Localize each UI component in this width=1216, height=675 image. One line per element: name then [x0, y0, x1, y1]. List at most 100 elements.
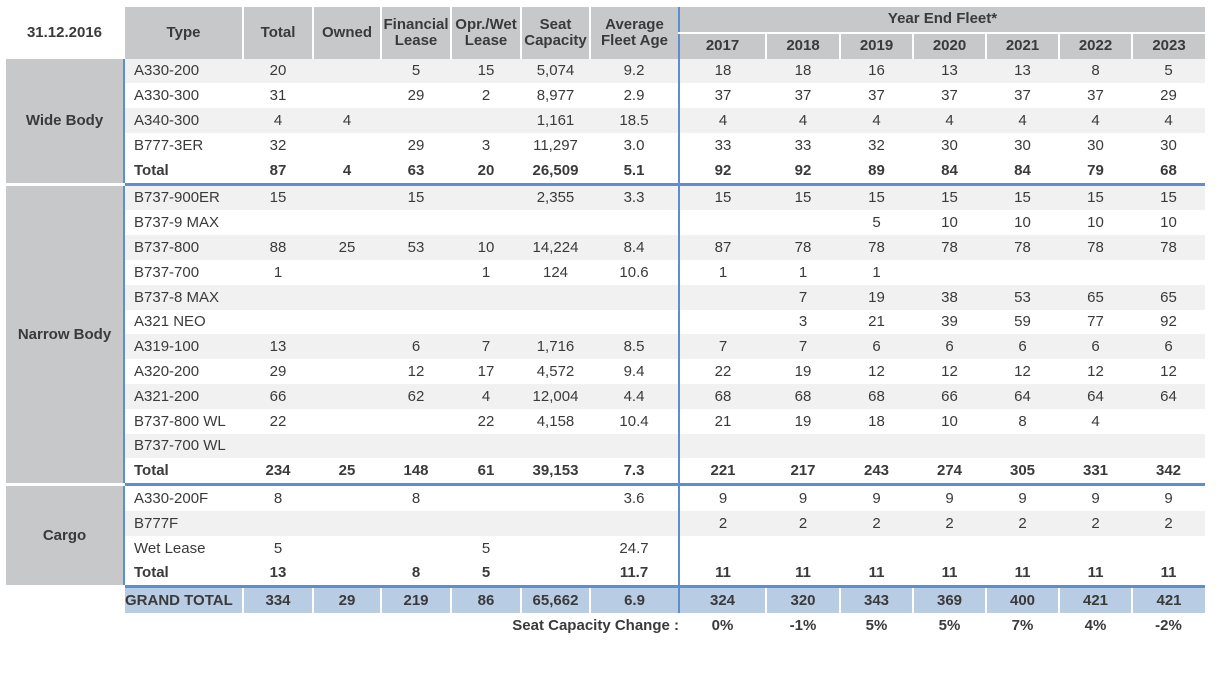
cell-y2017: 4 [678, 108, 766, 133]
cell-y2023 [1132, 259, 1205, 285]
cell-y2020: 4 [913, 108, 986, 133]
cell-average-fleet-age: 7.3 [590, 458, 679, 487]
seat-capacity-change-row: Seat Capacity Change :0% -1% 5% 5% 7% 4% -2% [6, 613, 1205, 638]
seat-capacity-change-2017: 0% [679, 613, 766, 638]
cell-y2020: 39 [913, 309, 986, 335]
year-end-fleet-header: Year End Fleet* [678, 7, 1205, 34]
cell-opr-wet-lease: 2 [451, 83, 521, 109]
cell-total: 31 [243, 83, 313, 109]
cell-y2018: 11 [766, 560, 840, 589]
table-row: Cargo A330-200F 8 8 3.6 9 9 9 9 9 9 9 [6, 483, 1205, 589]
cell-y2022: 64 [1059, 383, 1132, 409]
table-row: B777F 2 2 2 2 2 2 2 [6, 510, 1205, 536]
cell-average-fleet-age: 10.4 [590, 408, 679, 434]
cell-financial-lease [381, 210, 451, 236]
cell-seat-capacity: 11,297 [521, 132, 590, 158]
col-owned-header: Owned [312, 7, 381, 59]
cell-owned [313, 510, 381, 536]
cell-financial-lease: 8 [381, 560, 451, 589]
cell-average-fleet-age: 3.6 [590, 483, 679, 511]
cell-y2019: 18 [840, 408, 913, 434]
cell-opr-wet-lease: 4 [451, 383, 521, 409]
cell-owned: 4 [313, 157, 381, 186]
table-row: A330-300 31 29 2 8,977 2.9 37 37 37 37 37 37 29 [6, 83, 1205, 109]
grand-total-y2017: 324 [678, 586, 766, 614]
cell-y2022: 6 [1059, 334, 1132, 360]
category-cargo: Cargo [6, 483, 124, 589]
cell-financial-lease [381, 284, 451, 310]
cell-total: 20 [243, 58, 313, 84]
cell-owned [313, 535, 381, 561]
cell-y2021: 9 [986, 483, 1059, 511]
seat-capacity-change-2023: -2% [1132, 613, 1205, 638]
cell-type: B737-700 [123, 259, 243, 285]
cell-y2017: 11 [678, 560, 766, 589]
cell-seat-capacity [521, 284, 590, 310]
cell-type: A330-300 [123, 83, 243, 109]
cell-y2020: 12 [913, 359, 986, 384]
cell-y2018: 7 [766, 284, 840, 310]
cell-seat-capacity [521, 510, 590, 536]
cell-financial-lease [381, 108, 451, 133]
cell-y2018: 2 [766, 510, 840, 536]
table-row: A321 NEO 3 21 39 59 77 92 [6, 309, 1205, 335]
grand-total-y2018: 320 [765, 586, 840, 614]
cell-y2020: 84 [913, 157, 986, 186]
cell-y2022: 2 [1059, 510, 1132, 536]
cell-y2023 [1132, 535, 1205, 561]
cell-y2019: 12 [840, 359, 913, 384]
cell-y2022: 8 [1059, 58, 1132, 84]
cell-financial-lease: 8 [381, 483, 451, 511]
cell-y2017: 21 [678, 408, 766, 434]
cell-owned [313, 359, 381, 384]
cell-seat-capacity: 2,355 [521, 182, 590, 211]
cell-y2022: 12 [1059, 359, 1132, 384]
seat-capacity-change-2021: 7% [986, 613, 1059, 638]
report-date: 31.12.2016 [6, 7, 124, 59]
cell-average-fleet-age: 9.4 [590, 359, 679, 384]
cell-y2023: 78 [1132, 235, 1205, 260]
cell-y2023: 9 [1132, 483, 1205, 511]
cell-y2021: 2 [986, 510, 1059, 536]
cell-owned [313, 433, 381, 459]
cell-seat-capacity: 14,224 [521, 235, 590, 260]
year-header-2023: 2023 [1131, 31, 1205, 59]
cell-y2021: 12 [986, 359, 1059, 384]
cell-type: B777F [123, 510, 243, 536]
cell-owned [313, 560, 381, 589]
cell-y2021: 53 [986, 284, 1059, 310]
cell-average-fleet-age: 9.2 [590, 58, 679, 84]
cell-financial-lease [381, 535, 451, 561]
cell-total: 4 [243, 108, 313, 133]
cell-y2022: 331 [1059, 458, 1132, 487]
cell-y2021: 59 [986, 309, 1059, 335]
cell-owned [313, 483, 381, 511]
cell-financial-lease [381, 408, 451, 434]
cell-y2018 [766, 210, 840, 236]
cell-y2017: 22 [678, 359, 766, 384]
cell-y2020: 38 [913, 284, 986, 310]
cell-owned [313, 383, 381, 409]
cell-y2022: 65 [1059, 284, 1132, 310]
cell-total: 234 [243, 458, 313, 487]
cell-owned [313, 334, 381, 360]
cell-y2018: 78 [766, 235, 840, 260]
cell-y2021: 305 [986, 458, 1059, 487]
cell-y2017: 15 [678, 182, 766, 211]
cell-y2019: 78 [840, 235, 913, 260]
cell-y2023: 6 [1132, 334, 1205, 360]
cell-type: B737-8 MAX [123, 284, 243, 310]
cell-opr-wet-lease: 3 [451, 132, 521, 158]
cell-y2021: 78 [986, 235, 1059, 260]
cell-y2017: 1 [678, 259, 766, 285]
table-row: B737-700 1 1 124 10.6 1 1 1 [6, 259, 1205, 285]
cell-y2019: 5 [840, 210, 913, 236]
table-row: Wide Body A330-200 20 5 15 5,074 9.2 18 18 16 13 13… [6, 58, 1205, 186]
cell-total: 13 [243, 560, 313, 589]
table-row: B777-3ER 32 29 3 11,297 3.0 33 33 32 30 30 30 30 [6, 132, 1205, 158]
cell-y2019: 1 [840, 259, 913, 285]
cell-total [243, 433, 313, 459]
cell-y2023: 30 [1132, 132, 1205, 158]
cell-y2018: 4 [766, 108, 840, 133]
cell-y2023: 342 [1132, 458, 1205, 487]
